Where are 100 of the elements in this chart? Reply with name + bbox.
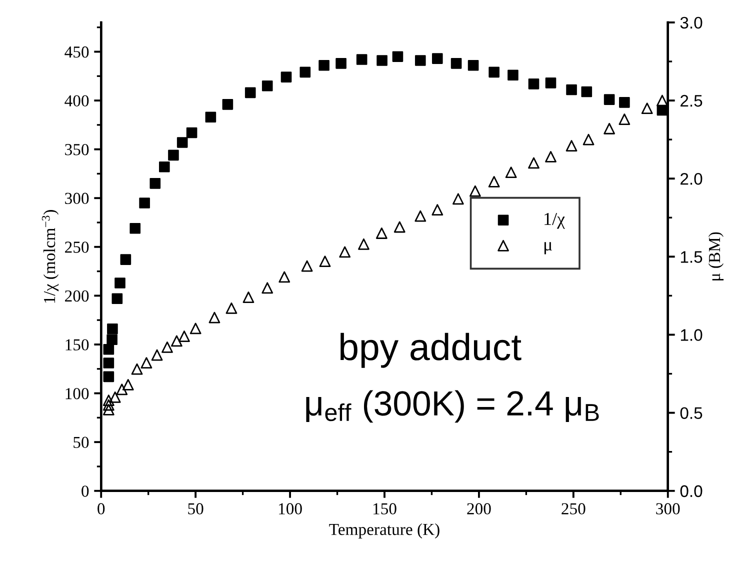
point (432, 53, 443, 64)
point (566, 140, 578, 152)
point (176, 137, 188, 148)
point (278, 271, 290, 283)
point (103, 344, 114, 355)
point (619, 97, 630, 108)
point (392, 51, 404, 62)
point (566, 84, 577, 96)
point (222, 99, 234, 110)
y-tick-label: 400 (64, 95, 89, 106)
point (106, 334, 118, 346)
x-tick-label: 0 (98, 503, 105, 514)
x-axis-title: Temperature (K) (329, 523, 440, 538)
annotation: μ$_{eff}$ (300K) = 2.4 μ$_{B}$ (306, 390, 599, 423)
y-tick-label: 300 (65, 192, 89, 204)
y2-tick-label: 0.0 (680, 485, 702, 498)
point (205, 112, 216, 123)
y-axis-title: 1/χ (molcm$^{−3}$) (42, 210, 59, 303)
point (116, 384, 128, 396)
y2-tick-label: 3.0 (680, 16, 702, 29)
point (545, 151, 556, 162)
y-tick-label: 200 (65, 290, 89, 302)
legend-label: μ (544, 242, 552, 254)
point (508, 70, 518, 81)
point (130, 222, 141, 234)
y2-tick-label: 2.0 (680, 172, 702, 185)
point (102, 399, 114, 411)
x-tick-label: 50 (188, 503, 204, 514)
y2-tick-label: 2.5 (680, 94, 702, 107)
point (262, 80, 273, 92)
point (488, 66, 500, 78)
y2-tick-label: 0.5 (680, 407, 702, 420)
point (488, 176, 500, 188)
point (168, 150, 179, 161)
point (450, 58, 462, 69)
y-tick-label: 0 (82, 486, 89, 497)
y-tick-label: 250 (65, 242, 89, 253)
y-tick-label: 350 (65, 144, 89, 156)
point (318, 60, 330, 71)
point (242, 292, 254, 303)
point (505, 166, 517, 178)
y-tick-label: 450 (64, 46, 89, 58)
point (131, 363, 143, 375)
point (208, 312, 220, 324)
point (414, 210, 426, 222)
point (339, 246, 351, 258)
point (139, 198, 150, 208)
point (178, 330, 190, 342)
point (170, 335, 182, 347)
point (641, 102, 653, 114)
y-tick-label: 100 (66, 388, 89, 400)
legend-label: 1/χ (544, 212, 565, 229)
point (336, 58, 346, 69)
point (452, 193, 464, 205)
point (358, 238, 370, 250)
x-tick-label: 100 (279, 503, 302, 514)
point (356, 54, 368, 65)
point (432, 204, 444, 216)
y2-tick-label: 1.0 (680, 329, 702, 341)
point (604, 122, 616, 134)
point (112, 293, 123, 304)
point (103, 371, 114, 382)
point (107, 323, 118, 334)
point (140, 357, 152, 369)
point (300, 66, 311, 78)
point (581, 86, 592, 98)
y2-tick-label: 1.5 (680, 251, 702, 263)
point (469, 185, 481, 197)
point (102, 394, 114, 406)
point (244, 87, 256, 98)
point (376, 228, 388, 239)
point (319, 256, 331, 268)
point (280, 72, 292, 82)
y-tick-label: 50 (74, 436, 89, 448)
x-tick-label: 150 (373, 503, 396, 514)
point (151, 349, 163, 361)
point (162, 342, 173, 353)
annotation: bpy adduct (340, 332, 522, 368)
y2-axis-title: μ (BM) (708, 232, 724, 280)
point (528, 157, 540, 169)
point (582, 134, 594, 146)
point (545, 78, 556, 88)
point (528, 78, 540, 90)
point (158, 161, 170, 172)
point (122, 378, 134, 390)
point (618, 114, 630, 125)
x-tick-label: 300 (656, 503, 680, 514)
point (120, 254, 132, 265)
x-tick-label: 250 (562, 503, 586, 514)
point (656, 94, 668, 106)
x-tick-label: 200 (467, 503, 491, 514)
point (114, 278, 126, 288)
point (190, 322, 202, 334)
point (102, 404, 114, 416)
point (414, 55, 426, 66)
point (468, 60, 479, 71)
point (109, 391, 121, 403)
point (226, 302, 238, 314)
point (376, 55, 388, 66)
y-tick-label: 150 (66, 339, 89, 350)
